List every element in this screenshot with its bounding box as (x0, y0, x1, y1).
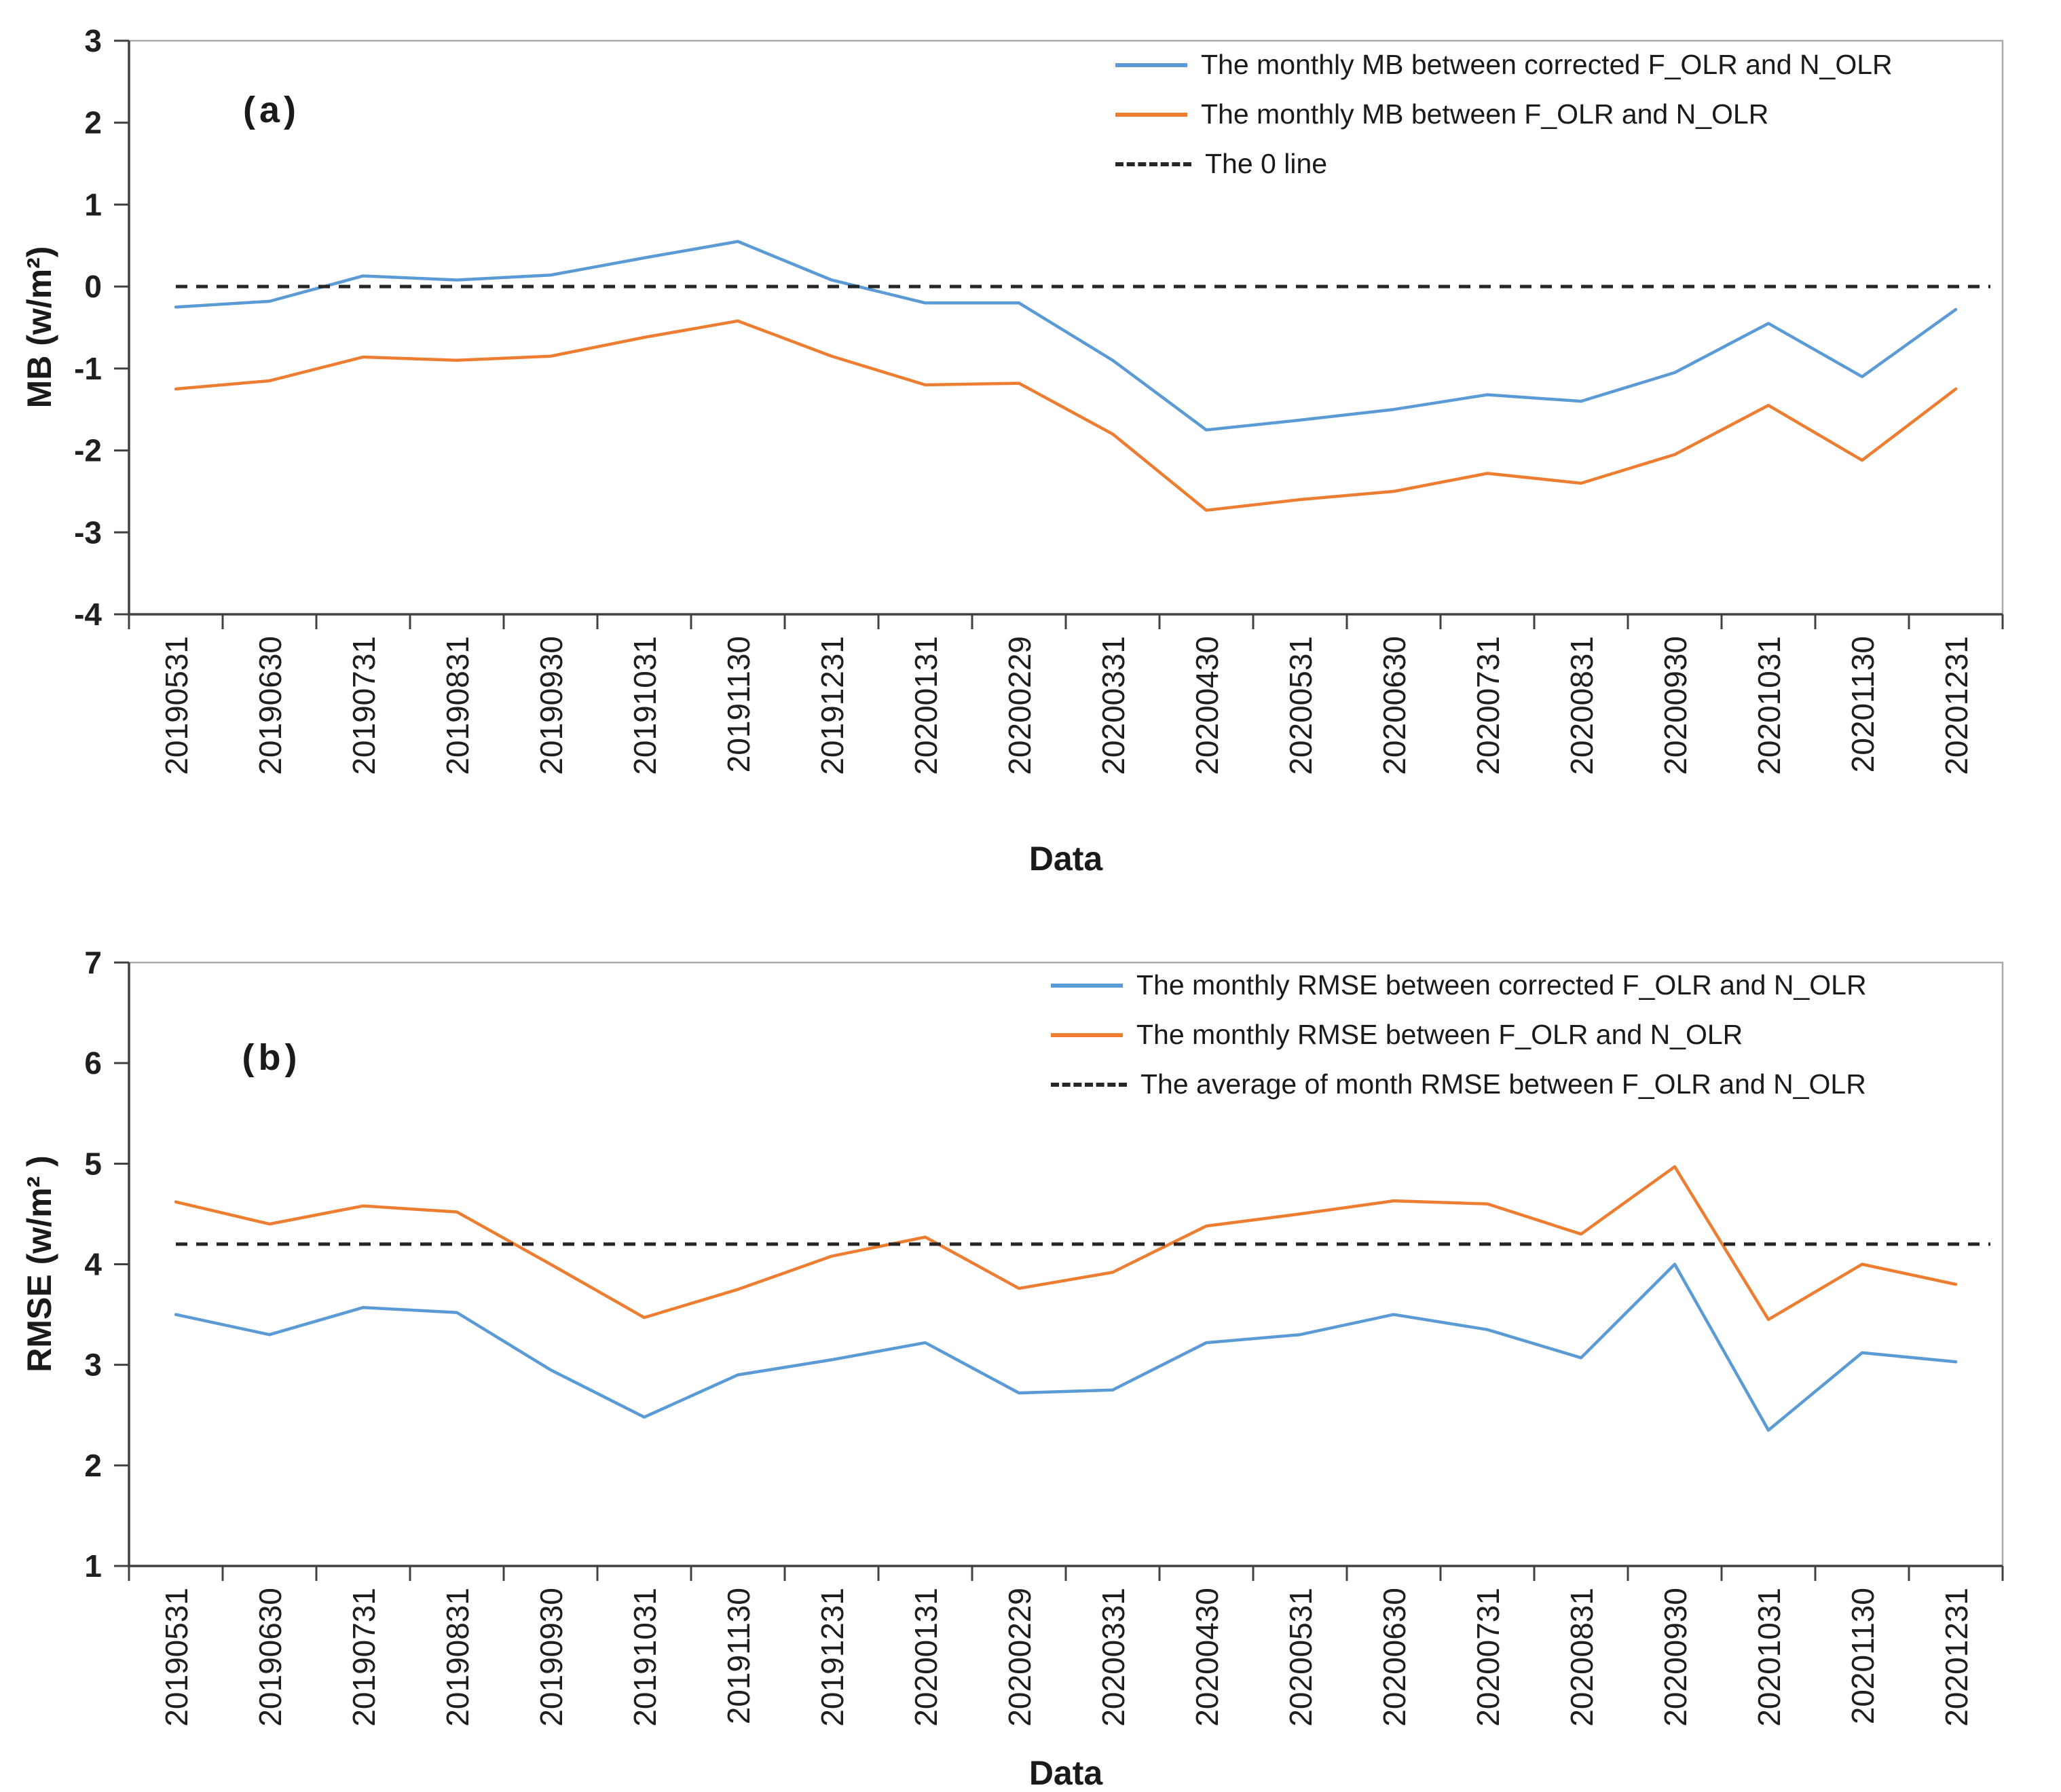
x-tick-label: 20190930 (534, 636, 569, 775)
x-tick-label: 20200229 (1002, 636, 1037, 775)
x-tick-label: 20191231 (815, 1588, 850, 1727)
x-tick-label: 20200930 (1658, 636, 1693, 775)
y-tick-label: 0 (84, 269, 102, 304)
legend-dashed-swatch (1115, 162, 1191, 166)
x-tick-label: 20201130 (1845, 636, 1880, 772)
y-tick-label: -3 (74, 515, 102, 550)
legend-dashed-swatch (1051, 1082, 1127, 1087)
x-tick-label: 20200531 (1283, 1588, 1318, 1727)
x-tick-label: 20200731 (1470, 636, 1506, 775)
x-tick-label: 20200731 (1470, 1588, 1506, 1727)
x-tick-label: 20200331 (1096, 1588, 1131, 1727)
x-tick-label: 20200831 (1564, 636, 1599, 775)
legend-line-swatch-blue (1115, 62, 1187, 67)
series-line-1 (174, 1165, 1958, 1322)
x-tick-label: 20190731 (346, 636, 382, 775)
legend-label: The monthly RMSE between F_OLR and N_OLR (1136, 1019, 1743, 1050)
x-tick-label: 20190630 (253, 636, 288, 775)
legend-item: The 0 line (1115, 148, 1893, 180)
x-tick-label: 20200831 (1564, 1588, 1599, 1727)
y-tick-label: 2 (84, 1448, 102, 1483)
rmse-line-chart: 7 6 5 4 3 2 1 20190531 20190630 20190731 20190831 2… (84, 945, 2004, 1727)
x-tick-label: 20200229 (1002, 1588, 1037, 1727)
x-tick-label: 20200930 (1658, 1588, 1693, 1727)
legend-line-swatch-orange (1051, 1032, 1123, 1037)
x-tick-label: 20191231 (815, 636, 850, 775)
x-tick-label: 20200630 (1377, 1588, 1412, 1727)
x-axis-title-data-b: Data (1028, 1754, 1103, 1792)
x-tick-label: 20190831 (440, 636, 475, 775)
x-tick-label: 20201130 (1845, 1588, 1880, 1724)
x-tick-label: 20191031 (627, 1588, 663, 1727)
legend-label: The monthly MB between F_OLR and N_OLR (1201, 98, 1769, 130)
y-tick-label: 1 (84, 187, 102, 222)
x-tick-label: 20201031 (1751, 636, 1787, 775)
y-tick-label: 5 (84, 1146, 102, 1181)
y-axis-title-rmse: RMSE (w/m² ) (20, 1155, 58, 1373)
panel-a-mb-chart: 3 2 1 0 -1 -2 -3 -4 20190531 20190630 20190731 2019… (20, 23, 2004, 878)
legend-b: The monthly RMSE between corrected F_OLR… (1051, 969, 1867, 1100)
x-tick-label: 20201231 (1939, 636, 1974, 775)
x-tick-label: 20200430 (1189, 1588, 1225, 1727)
x-tick-label: 20200331 (1096, 636, 1131, 775)
legend-label: The monthly MB between corrected F_OLR a… (1201, 49, 1893, 80)
y-tick-label: -1 (74, 351, 102, 386)
legend-label: The average of month RMSE between F_OLR … (1140, 1068, 1866, 1100)
series-line-0 (174, 1263, 1958, 1432)
y-tick-label: -2 (74, 433, 102, 468)
y-tick-label: 3 (84, 1347, 102, 1383)
x-tick-label: 20190831 (440, 1588, 475, 1727)
x-tick-label: 20191031 (627, 636, 663, 775)
mb-line-chart: 3 2 1 0 -1 -2 -3 -4 20190531 20190630 20190731 2019… (74, 23, 2004, 775)
x-tick-label: 20200531 (1283, 636, 1318, 775)
series-line-0 (174, 240, 1958, 432)
y-tick-label: 2 (84, 105, 102, 141)
x-tick-label: 20190930 (534, 1588, 569, 1727)
panel-label-a: (a) (243, 90, 300, 130)
legend-line-swatch-orange (1115, 112, 1187, 117)
legend-a: The monthly MB between corrected F_OLR a… (1115, 49, 1893, 180)
x-tick-label: 20190531 (159, 1588, 194, 1727)
x-tick-label: 20200131 (908, 1588, 944, 1727)
x-tick-label: 20190731 (346, 1588, 382, 1727)
legend-item: The monthly RMSE between F_OLR and N_OLR (1051, 1019, 1867, 1051)
y-tick-label: 3 (84, 23, 102, 58)
x-tick-label: 20200131 (908, 636, 944, 775)
y-tick-label: 1 (84, 1548, 102, 1584)
legend-item: The monthly MB between F_OLR and N_OLR (1115, 98, 1893, 130)
x-axis-title-data-a: Data (1028, 840, 1103, 878)
legend-item: The average of month RMSE between F_OLR … (1051, 1068, 1867, 1100)
series-line-1 (174, 319, 1958, 512)
x-tick-label: 20201031 (1751, 1588, 1787, 1727)
y-tick-label: 7 (84, 945, 102, 980)
legend-label: The monthly RMSE between corrected F_OLR… (1136, 969, 1867, 1001)
x-tick-label: 20191130 (721, 636, 756, 772)
legend-line-swatch-blue (1051, 983, 1123, 988)
x-tick-label: 20190630 (253, 1588, 288, 1727)
legend-label: The 0 line (1205, 148, 1328, 179)
y-tick-label: -4 (74, 597, 102, 632)
y-tick-label: 4 (84, 1247, 102, 1282)
x-tick-label: 20200430 (1189, 636, 1225, 775)
legend-item: The monthly MB between corrected F_OLR a… (1115, 49, 1893, 81)
legend-item: The monthly RMSE between corrected F_OLR… (1051, 969, 1867, 1001)
panel-b-rmse-chart: 7 6 5 4 3 2 1 20190531 20190630 20190731 20190831 2… (0, 896, 2061, 1792)
x-tick-label: 20190531 (159, 636, 194, 775)
x-tick-label: 20191130 (721, 1588, 756, 1724)
panel-label-b: (b) (242, 1037, 301, 1078)
x-tick-label: 20201231 (1939, 1588, 1974, 1727)
y-axis-title-mb: MB (w/m²) (20, 246, 58, 409)
x-tick-label: 20200630 (1377, 636, 1412, 775)
y-tick-label: 6 (84, 1045, 102, 1081)
